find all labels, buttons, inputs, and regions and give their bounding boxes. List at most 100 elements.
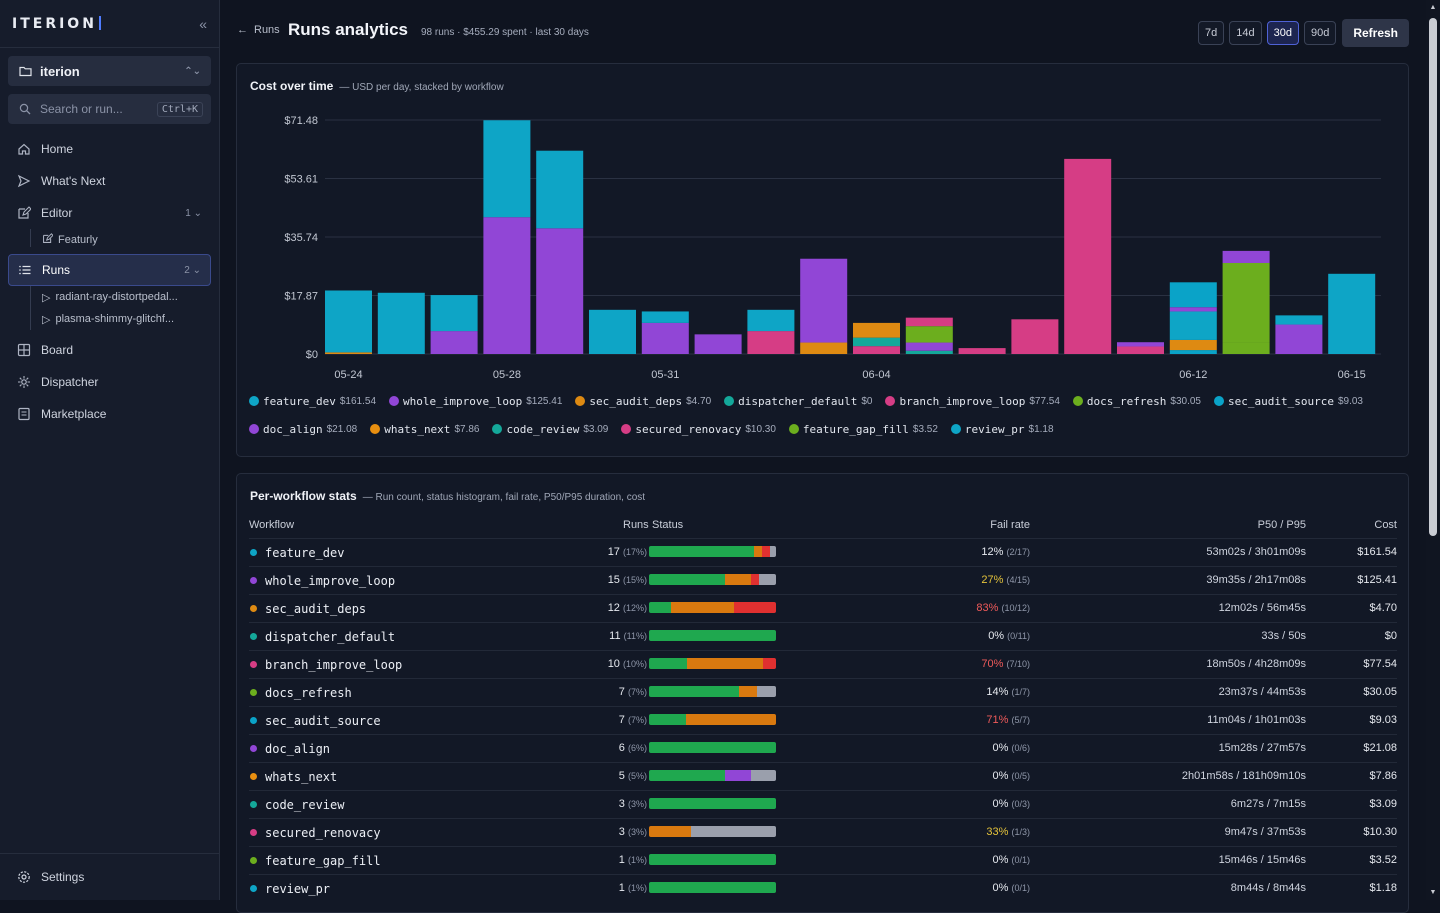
bar-stack[interactable] xyxy=(1064,158,1112,354)
sidebar-item-whats-next[interactable]: What's Next xyxy=(8,165,211,197)
bar-segment-whole-improve-loop[interactable] xyxy=(1117,342,1164,347)
range-14d-button[interactable]: 14d xyxy=(1229,21,1262,45)
run-item[interactable]: ▷ radiant-ray-distortpedal... xyxy=(42,286,219,308)
bar-segment-feature-gap-fill[interactable] xyxy=(1222,262,1270,343)
bar-stack[interactable] xyxy=(1275,315,1323,354)
bar-segment-feature-dev[interactable] xyxy=(536,150,584,229)
sidebar-item-runs[interactable]: Runs 2 ⌄ xyxy=(8,254,211,286)
legend-item-feature-gap-fill[interactable]: feature_gap_fill $3.52 xyxy=(788,422,938,436)
bar-segment-feature-gap-fill[interactable] xyxy=(905,326,953,343)
bar-stack[interactable] xyxy=(641,311,689,354)
workflow-name[interactable]: whats_next xyxy=(265,770,338,784)
bar-segment-branch-improve-loop[interactable] xyxy=(1117,346,1164,354)
bar-segment-whole-improve-loop[interactable] xyxy=(536,228,584,354)
bar-segment-branch-improve-loop[interactable] xyxy=(747,331,795,354)
table-row[interactable]: code_review 3 (3%) 0% (0/3) 6m27s / 7m15s $3… xyxy=(249,790,1397,818)
bar-segment-whole-improve-loop[interactable] xyxy=(905,342,953,351)
col-fail-rate[interactable]: Fail rate xyxy=(990,519,1030,531)
bar-stack[interactable] xyxy=(853,322,900,354)
scroll-down-icon[interactable]: ▼ xyxy=(1429,889,1437,896)
bar-segment-whole-improve-loop[interactable] xyxy=(1169,307,1217,312)
legend-item-whole-improve-loop[interactable]: whole_improve_loop $125.41 xyxy=(389,394,562,408)
bar-stack[interactable] xyxy=(536,150,584,354)
run-item[interactable]: ▷ plasma-shimmy-glitchf... xyxy=(42,308,219,330)
scroll-up-icon[interactable]: ▲ xyxy=(1429,4,1437,11)
bar-segment-whole-improve-loop[interactable] xyxy=(1275,324,1323,354)
bar-segment-whole-improve-loop[interactable] xyxy=(641,322,689,354)
bar-segment-whole-improve-loop[interactable] xyxy=(430,331,478,354)
bar-segment-feature-dev[interactable] xyxy=(1275,315,1323,325)
bar-segment-sec-audit-deps[interactable] xyxy=(1169,339,1217,351)
bar-stack[interactable] xyxy=(589,309,636,354)
legend-item-dispatcher-default[interactable]: dispatcher_default $0 xyxy=(724,394,872,408)
collapse-sidebar-icon[interactable]: « xyxy=(199,15,207,32)
bar-segment-whole-improve-loop[interactable] xyxy=(1222,250,1270,263)
search-box[interactable]: Search or run... Ctrl+K xyxy=(8,94,211,124)
bar-stack[interactable] xyxy=(905,317,953,354)
table-row[interactable]: review_pr 1 (1%) 0% (0/1) 8m44s / 8m44s $1.1… xyxy=(249,874,1397,902)
legend-item-sec-audit-source[interactable]: sec_audit_source $9.03 xyxy=(1214,394,1363,408)
table-row[interactable]: dispatcher_default 11 (11%) 0% (0/11) 33s /… xyxy=(249,622,1397,650)
col-workflow[interactable]: Workflow xyxy=(249,519,295,531)
legend-item-sec-audit-deps[interactable]: sec_audit_deps $4.70 xyxy=(575,394,711,408)
sidebar-item-board[interactable]: Board xyxy=(8,334,211,366)
workflow-name[interactable]: feature_dev xyxy=(265,546,345,560)
bar-stack[interactable] xyxy=(958,348,1006,354)
sidebar-item-editor[interactable]: Editor 1 ⌄ xyxy=(8,197,211,229)
bar-stack[interactable] xyxy=(430,295,478,354)
range-7d-button[interactable]: 7d xyxy=(1197,21,1225,45)
bar-stack[interactable] xyxy=(747,309,795,354)
range-90d-button[interactable]: 90d xyxy=(1303,21,1337,45)
col-p50-p95[interactable]: P50 / P95 xyxy=(1257,519,1306,531)
bar-stack[interactable] xyxy=(377,292,425,354)
bar-segment-dispatcher-default[interactable] xyxy=(853,337,900,347)
table-row[interactable]: sec_audit_source 7 (7%) 71% (5/7) 11m04s / … xyxy=(249,706,1397,734)
bar-stack[interactable] xyxy=(483,120,531,354)
bar-segment-branch-improve-loop[interactable] xyxy=(905,317,953,327)
bar-segment-sec-audit-source[interactable] xyxy=(1169,282,1217,308)
bar-stack[interactable] xyxy=(1328,273,1376,354)
bar-segment-sec-audit-deps[interactable] xyxy=(325,352,372,354)
legend-item-branch-improve-loop[interactable]: branch_improve_loop $77.54 xyxy=(885,394,1060,408)
workflow-name[interactable]: review_pr xyxy=(265,882,331,896)
legend-item-secured-renovacy[interactable]: secured_renovacy $10.30 xyxy=(621,422,776,436)
bar-segment-branch-improve-loop[interactable] xyxy=(1064,158,1112,354)
bar-segment-dispatcher-default[interactable] xyxy=(905,350,953,354)
sidebar-item-dispatcher[interactable]: Dispatcher xyxy=(8,366,211,398)
range-30d-button[interactable]: 30d xyxy=(1266,21,1299,45)
table-row[interactable]: docs_refresh 7 (7%) 14% (1/7) 23m37s / 44m5… xyxy=(249,678,1397,706)
scrollbar-thumb[interactable] xyxy=(1429,18,1437,536)
bar-segment-feature-dev[interactable] xyxy=(641,311,689,323)
bar-segment-feature-dev[interactable] xyxy=(430,295,478,332)
workflow-name[interactable]: secured_renovacy xyxy=(265,826,381,840)
table-row[interactable]: branch_improve_loop 10 (10%) 70% (7/10) 18m… xyxy=(249,650,1397,678)
page-scrollbar[interactable]: ▲ ▼ xyxy=(1426,0,1440,900)
bar-segment-sec-audit-deps[interactable] xyxy=(800,342,848,354)
bar-segment-whole-improve-loop[interactable] xyxy=(800,258,848,343)
workflow-name[interactable]: branch_improve_loop xyxy=(265,658,403,672)
bar-segment-feature-dev[interactable] xyxy=(747,309,795,332)
workflow-name[interactable]: doc_align xyxy=(265,742,331,756)
bar-segment-feature-dev[interactable] xyxy=(589,309,636,354)
bar-segment-branch-improve-loop[interactable] xyxy=(1011,319,1059,354)
bar-segment-branch-improve-loop[interactable] xyxy=(853,346,900,354)
workflow-name[interactable]: docs_refresh xyxy=(265,686,352,700)
bar-segment-docs-refresh[interactable] xyxy=(1222,342,1270,354)
legend-item-code-review[interactable]: code_review $3.09 xyxy=(492,422,608,436)
sidebar-item-home[interactable]: Home xyxy=(8,133,211,165)
bar-segment-feature-dev[interactable] xyxy=(1169,311,1217,340)
legend-item-docs-refresh[interactable]: docs_refresh $30.05 xyxy=(1072,394,1201,408)
sidebar-item-marketplace[interactable]: Marketplace xyxy=(8,398,211,430)
editor-child-item[interactable]: Featurly xyxy=(42,229,219,251)
workflow-name[interactable]: sec_audit_deps xyxy=(265,602,367,616)
workflow-name[interactable]: feature_gap_fill xyxy=(265,854,381,868)
workflow-name[interactable]: sec_audit_source xyxy=(265,714,381,728)
bar-stack[interactable] xyxy=(325,290,372,354)
col-cost[interactable]: Cost xyxy=(1374,519,1397,531)
bar-segment-sec-audit-source[interactable] xyxy=(1169,350,1217,354)
table-row[interactable]: whats_next 5 (5%) 0% (0/5) 2h01m58s / 181h0… xyxy=(249,762,1397,790)
bar-segment-feature-dev[interactable] xyxy=(377,292,425,354)
bar-segment-feature-dev[interactable] xyxy=(325,290,372,353)
bar-segment-branch-improve-loop[interactable] xyxy=(958,348,1006,354)
sidebar-item-settings[interactable]: Settings xyxy=(0,853,219,900)
